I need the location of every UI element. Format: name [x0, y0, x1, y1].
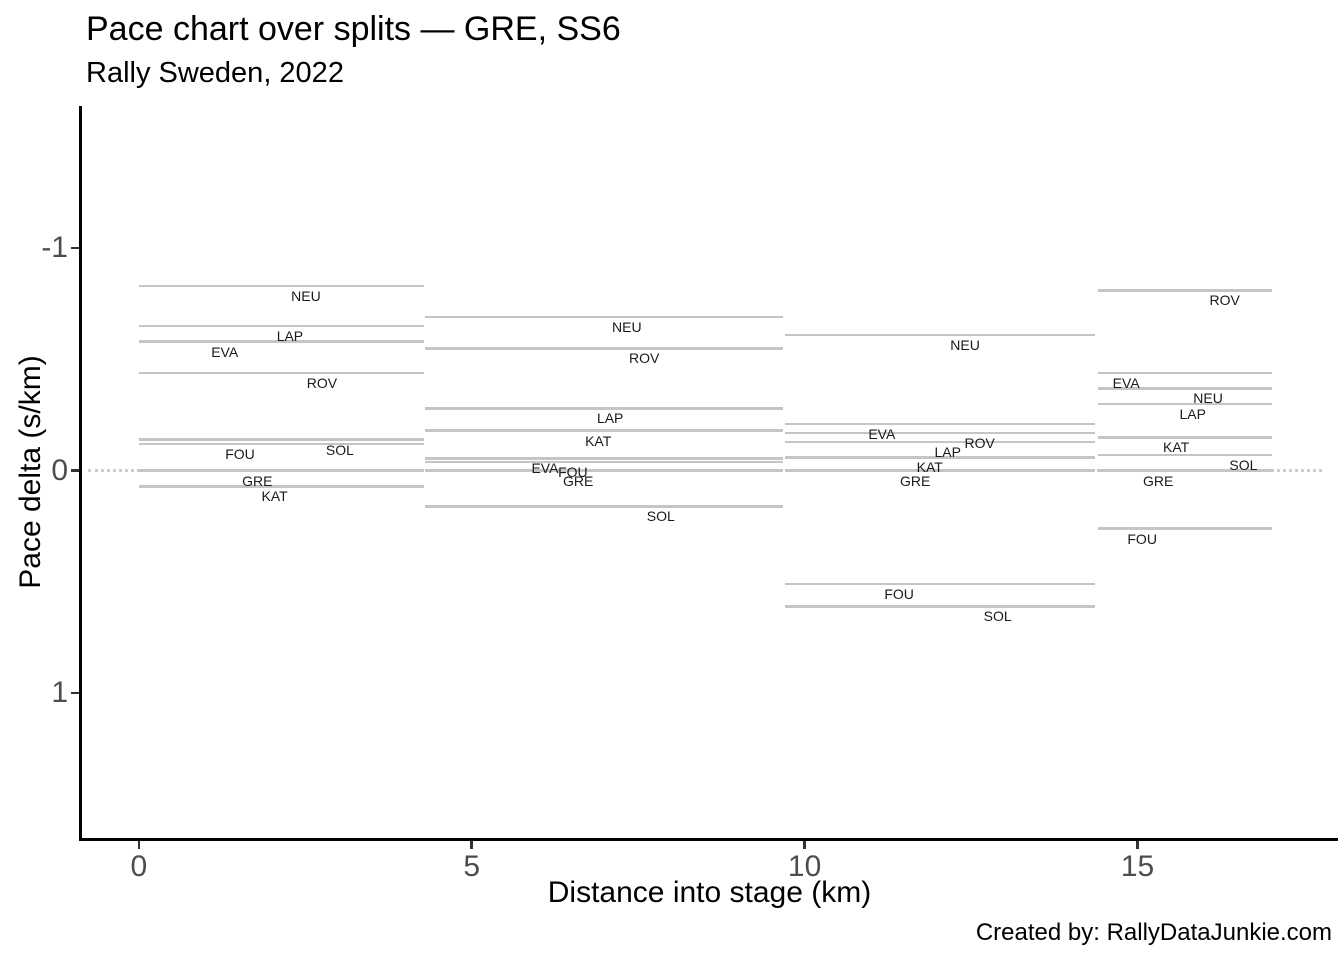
- pace-line-eva-split3: [784, 422, 1095, 426]
- pace-line-rov-split1: [138, 371, 424, 375]
- driver-label-fou-split4: FOU: [1127, 530, 1157, 547]
- driver-label-eva-split2: EVA: [531, 460, 559, 477]
- pace-line-sol-split2: [425, 505, 784, 508]
- pace-line-fou-split2: [425, 460, 784, 464]
- driver-label-rov-split4: ROV: [1209, 292, 1240, 309]
- pace-line-kat-split4: [1097, 436, 1272, 439]
- y-tick-label-1: 1: [51, 676, 68, 710]
- driver-label-lap-split1: LAP: [276, 328, 304, 345]
- y-tick-label-0: 0: [51, 453, 68, 487]
- x-tick-label-5: 5: [463, 850, 481, 883]
- x-tick-mark-10: [803, 841, 806, 849]
- pace-line-sol-split1: [138, 438, 424, 441]
- chart-subtitle: Rally Sweden, 2022: [86, 57, 344, 89]
- driver-label-rov-split2: ROV: [628, 350, 660, 367]
- pace-line-rov-split4: [1097, 289, 1272, 292]
- pace-line-kat-split2: [425, 429, 784, 432]
- chart-title: Pace chart over splits — GRE, SS6: [86, 10, 621, 48]
- y-tick-mark-0: [71, 469, 79, 472]
- driver-label-kat-split2: KAT: [585, 432, 612, 449]
- driver-label-lap-split4: LAP: [1179, 405, 1206, 422]
- pace-line-gre-split2: [425, 469, 784, 472]
- pace-line-gre-split4: [1097, 469, 1272, 472]
- pace-line-sol-split3: [784, 605, 1095, 608]
- driver-label-sol-split2: SOL: [646, 508, 675, 525]
- x-tick-mark-15: [1136, 841, 1139, 849]
- x-tick-mark-5: [470, 841, 473, 849]
- x-tick-label-0: 0: [130, 850, 148, 883]
- driver-label-neu-split3: NEU: [950, 336, 980, 353]
- pace-line-sol-split4: [1097, 453, 1272, 457]
- pace-line-neu-split2: [425, 315, 784, 319]
- pace-line-rov-split3: [784, 431, 1095, 435]
- y-tick-label--1: -1: [41, 231, 68, 265]
- pace-line-fou-split4: [1097, 527, 1272, 530]
- x-tick-label-15: 15: [1120, 850, 1155, 883]
- driver-label-gre-split1: GRE: [242, 472, 273, 489]
- pace-line-gre-split3: [784, 469, 1095, 472]
- driver-label-sol-split1: SOL: [325, 441, 354, 458]
- pace-line-lap-split2: [425, 407, 784, 410]
- driver-label-lap-split2: LAP: [596, 410, 624, 427]
- driver-label-gre-split4: GRE: [1142, 472, 1174, 489]
- driver-label-fou-split2: FOU: [558, 463, 588, 480]
- y-tick-mark-1: [71, 691, 79, 695]
- driver-label-gre-split3: GRE: [899, 472, 931, 489]
- x-tick-mark-0: [137, 841, 141, 849]
- pace-line-neu-split3: [784, 333, 1095, 337]
- pace-line-eva-split1: [138, 340, 424, 343]
- y-axis-title: Pace delta (s/km): [14, 355, 47, 589]
- driver-label-kat-split3: KAT: [916, 459, 943, 476]
- chart-caption: Created by: RallyDataJunkie.com: [975, 919, 1332, 946]
- driver-label-neu-split2: NEU: [612, 319, 642, 336]
- driver-label-neu-split4: NEU: [1193, 390, 1223, 407]
- pace-line-lap-split3: [784, 440, 1095, 444]
- driver-label-eva-split4: EVA: [1112, 374, 1140, 391]
- pace-line-neu-split1: [138, 284, 424, 288]
- driver-label-eva-split1: EVA: [211, 343, 239, 360]
- x-axis-title: Distance into stage (km): [547, 876, 872, 909]
- driver-label-sol-split3: SOL: [983, 608, 1012, 625]
- pace-line-rov-split2: [425, 347, 784, 350]
- driver-label-kat-split4: KAT: [1163, 439, 1190, 456]
- pace-line-lap-split4: [1097, 402, 1272, 406]
- pace-line-lap-split1: [138, 324, 424, 328]
- pace-line-fou-split3: [784, 582, 1095, 586]
- driver-label-rov-split1: ROV: [306, 374, 338, 391]
- driver-label-fou-split1: FOU: [225, 446, 255, 462]
- driver-label-neu-split1: NEU: [291, 288, 321, 305]
- driver-label-lap-split3: LAP: [934, 443, 961, 460]
- pace-line-kat-split3: [784, 456, 1095, 459]
- x-tick-label-10: 10: [787, 850, 822, 883]
- driver-label-gre-split2: GRE: [563, 472, 594, 489]
- y-axis-line: [79, 106, 82, 840]
- driver-label-rov-split3: ROV: [964, 434, 995, 451]
- driver-label-fou-split3: FOU: [884, 586, 914, 603]
- pace-line-gre-split1: [138, 469, 424, 472]
- x-axis-line: [79, 838, 1338, 841]
- driver-label-eva-split3: EVA: [868, 425, 896, 442]
- pace-line-neu-split4: [1097, 387, 1272, 390]
- driver-label-kat-split1: KAT: [261, 488, 288, 505]
- driver-label-sol-split4: SOL: [1229, 457, 1258, 474]
- pace-line-kat-split1: [138, 485, 424, 488]
- pace-line-fou-split1: [138, 442, 424, 446]
- y-tick-mark--1: [71, 246, 79, 250]
- pace-line-eva-split4: [1097, 371, 1272, 375]
- pace-line-eva-split2: [425, 457, 784, 460]
